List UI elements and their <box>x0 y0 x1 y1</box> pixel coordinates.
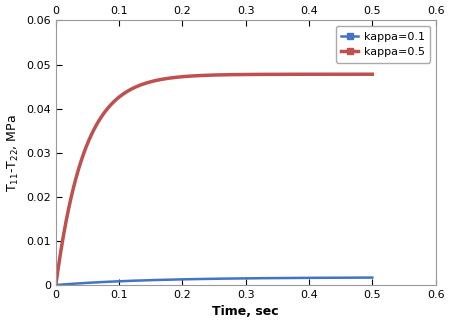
kappa=0.1 <box>270 276 276 280</box>
Legend: kappa=0.1, kappa=0.5: kappa=0.1, kappa=0.5 <box>336 26 430 63</box>
X-axis label: Time, sec: Time, sec <box>212 306 279 318</box>
kappa=0.5 <box>181 75 186 78</box>
kappa=0.1 <box>300 276 306 280</box>
kappa=0.5 <box>306 72 311 76</box>
kappa=0.1 <box>306 276 311 280</box>
kappa=0.5 <box>300 72 306 76</box>
kappa=0.1 <box>193 277 198 281</box>
kappa=0.5 <box>270 72 276 76</box>
kappa=0.5 <box>86 140 91 144</box>
kappa=0.5 <box>53 283 58 287</box>
kappa=0.1 <box>369 276 375 280</box>
kappa=0.5 <box>193 74 198 78</box>
Line: kappa=0.5: kappa=0.5 <box>56 74 372 285</box>
kappa=0.1 <box>53 283 58 287</box>
Line: kappa=0.1: kappa=0.1 <box>56 278 372 285</box>
kappa=0.5 <box>369 72 375 76</box>
kappa=0.1 <box>181 277 186 281</box>
kappa=0.1 <box>86 281 91 285</box>
Y-axis label: T$_{11}$-T$_{22}$, MPa: T$_{11}$-T$_{22}$, MPa <box>5 114 21 191</box>
